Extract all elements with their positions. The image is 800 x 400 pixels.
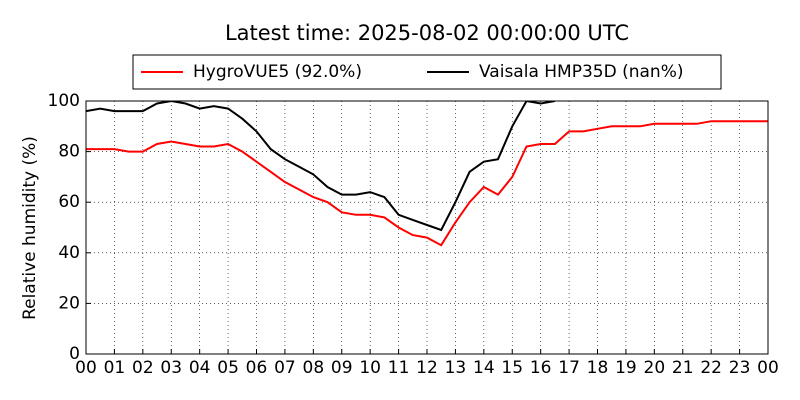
legend-label: Vaisala HMP35D (nan%) bbox=[479, 62, 683, 82]
x-tick-label: 22 bbox=[700, 358, 722, 378]
x-tick-label: 02 bbox=[132, 358, 154, 378]
x-tick-label: 13 bbox=[445, 358, 467, 378]
y-tick-label: 0 bbox=[69, 344, 80, 364]
plot-frame bbox=[85, 100, 769, 355]
x-tick-label: 03 bbox=[160, 358, 182, 378]
x-tick-label: 09 bbox=[331, 358, 353, 378]
y-tick-label: 40 bbox=[58, 243, 80, 263]
y-axis-label: Relative humidity (%) bbox=[20, 136, 40, 320]
x-tick-label: 16 bbox=[530, 358, 552, 378]
x-tick-label: 05 bbox=[217, 358, 239, 378]
x-tick-label: 17 bbox=[558, 358, 580, 378]
x-tick-label: 04 bbox=[189, 358, 211, 378]
x-tick-label: 06 bbox=[246, 358, 268, 378]
x-tick-label: 10 bbox=[359, 358, 381, 378]
x-tick-label: 20 bbox=[644, 358, 666, 378]
x-tick-label: 15 bbox=[501, 358, 523, 378]
x-tick-label: 00 bbox=[75, 358, 97, 378]
plot-lines bbox=[86, 101, 768, 247]
y-tick-label: 100 bbox=[48, 91, 80, 111]
data-line bbox=[86, 101, 556, 232]
legend: HygroVUE5 (92.0%) Vaisala HMP35D (nan%) bbox=[132, 54, 722, 90]
x-tick-label: 08 bbox=[303, 358, 325, 378]
legend-label: HygroVUE5 (92.0%) bbox=[193, 62, 362, 82]
x-tick-label: 11 bbox=[388, 358, 410, 378]
x-tick-label: 14 bbox=[473, 358, 495, 378]
x-tick-label: 00 bbox=[757, 358, 779, 378]
x-tick-label: 23 bbox=[729, 358, 751, 378]
y-tick-label: 20 bbox=[58, 293, 80, 313]
x-tick-label: 21 bbox=[672, 358, 694, 378]
y-tick-label: 80 bbox=[58, 142, 80, 162]
x-tick-label: 01 bbox=[104, 358, 126, 378]
data-line bbox=[86, 120, 768, 247]
x-tick-label: 18 bbox=[587, 358, 609, 378]
chart-title: Latest time: 2025-08-02 00:00:00 UTC bbox=[225, 21, 629, 45]
x-tick-label: 19 bbox=[615, 358, 637, 378]
x-tick-label: 07 bbox=[274, 358, 296, 378]
y-tick-label: 60 bbox=[58, 192, 80, 212]
x-tick-label: 12 bbox=[416, 358, 438, 378]
